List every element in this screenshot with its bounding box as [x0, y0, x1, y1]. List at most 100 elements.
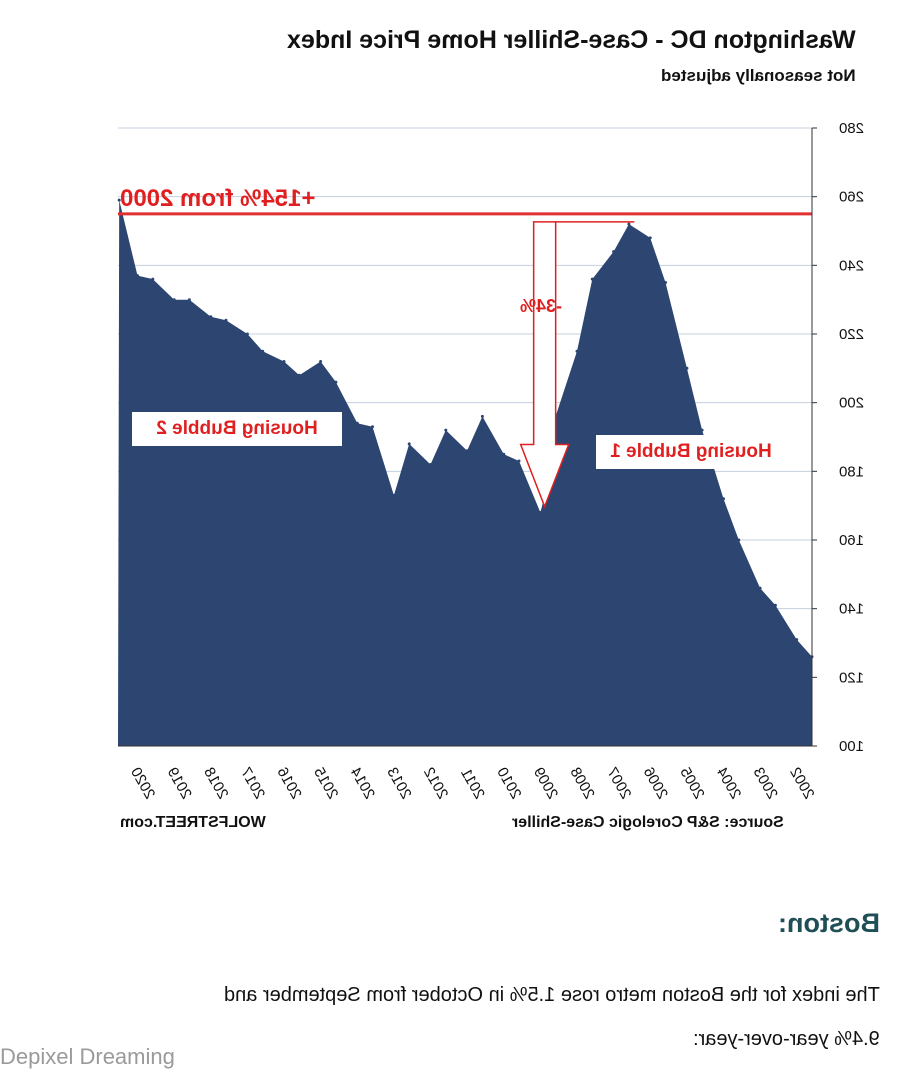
- data-point: [685, 366, 689, 370]
- data-point: [590, 277, 594, 281]
- x-tick-label-group: 2014: [347, 765, 378, 800]
- y-tick-label: 160: [839, 532, 864, 549]
- x-tick-label-group: 2002: [786, 765, 817, 800]
- data-point: [627, 222, 631, 226]
- x-tick-label-group: 2016: [273, 765, 304, 800]
- paragraph-line-2: 9.4% year-over-year:: [693, 1028, 880, 1050]
- x-tick-label-group: 2003: [750, 765, 781, 800]
- x-tick-label: 2015: [310, 765, 341, 800]
- x-tick-label-group: 2006: [640, 765, 671, 800]
- credit-text: WOLFSTREET.com: [120, 814, 266, 831]
- x-tick-label-group: 2020: [127, 765, 158, 800]
- drop-arrow-shape: [519, 221, 570, 509]
- data-point: [187, 298, 191, 302]
- x-tick-label: 2018: [200, 765, 231, 800]
- y-tick-label: 180: [839, 463, 864, 480]
- data-point: [480, 414, 484, 418]
- data-point: [117, 198, 121, 202]
- data-point: [758, 586, 762, 590]
- x-tick-label: 2007: [603, 765, 634, 800]
- x-tick-label: 2005: [676, 765, 707, 800]
- data-point: [444, 428, 448, 432]
- data-point: [700, 428, 704, 432]
- x-tick-label-group: 2005: [676, 765, 707, 800]
- data-point: [245, 332, 249, 336]
- x-tick-label: 2011: [457, 766, 488, 800]
- bubble1-label: Housing Bubble 1: [596, 435, 786, 469]
- data-point: [722, 497, 725, 501]
- data-point: [355, 421, 359, 425]
- x-tick-label-group: 2015: [310, 765, 341, 800]
- price-area: [118, 200, 812, 747]
- x-tick-label: 2016: [273, 765, 304, 800]
- data-point: [392, 493, 396, 497]
- watermark: Depixel Dreaming: [0, 1044, 175, 1069]
- y-tick-label: 220: [839, 326, 864, 343]
- y-tick-label: 200: [839, 395, 864, 412]
- drop-arrow: [519, 221, 635, 509]
- data-point: [261, 349, 265, 353]
- data-point: [465, 449, 469, 453]
- data-point: [538, 511, 542, 514]
- x-tick-label-group: 2008: [566, 765, 597, 800]
- y-tick-label: 260: [839, 189, 864, 206]
- data-point: [297, 373, 301, 377]
- x-tick-label: 2002: [786, 765, 817, 800]
- data-point: [136, 274, 139, 278]
- y-axis-ticks: 100 120 140 160 180 200 220 240 260 280: [118, 120, 864, 755]
- y-tick-label: 120: [839, 669, 864, 686]
- x-tick-label: 2003: [750, 765, 781, 800]
- x-axis-ticks: 2020 2019 2018 2017 2016 2015 2014 2013 2012 2011…: [127, 765, 818, 800]
- x-tick-label-group: 2019: [164, 765, 195, 800]
- x-tick-label: 2013: [383, 765, 414, 800]
- bubble2-label: Housing Bubble 2: [132, 412, 342, 446]
- x-tick-label-group: 2010: [493, 765, 524, 800]
- data-point: [172, 298, 176, 302]
- data-point: [282, 360, 286, 363]
- y-tick-label: 240: [839, 257, 864, 274]
- y-tick-label: 100: [839, 738, 864, 755]
- x-tick-label-group: 2009: [530, 765, 561, 800]
- data-point: [407, 442, 411, 446]
- data-point: [151, 277, 155, 281]
- x-tick-label: 2008: [566, 765, 597, 800]
- x-tick-label: 2009: [530, 765, 561, 800]
- data-point: [517, 459, 521, 463]
- paragraph-line-1: The index for the Boston metro rose 1.5%…: [224, 984, 880, 1006]
- data-point: [575, 349, 579, 353]
- x-tick-label-group: 2018: [200, 765, 231, 800]
- x-tick-label: 2004: [713, 765, 744, 800]
- x-tick-label-group: 2017: [237, 765, 268, 800]
- data-point: [502, 452, 506, 456]
- y-tick-label: 140: [839, 601, 864, 618]
- drop-annotation: -34%: [520, 296, 563, 316]
- data-point: [612, 250, 616, 254]
- data-point: [429, 463, 432, 466]
- data-point: [319, 360, 323, 363]
- x-tick-label-group: 2013: [383, 765, 414, 800]
- x-tick-label: 2006: [640, 765, 671, 800]
- x-tick-label: 2017: [237, 765, 268, 800]
- data-point: [737, 538, 741, 542]
- data-point: [795, 638, 799, 642]
- y-tick-label: 280: [839, 120, 864, 137]
- data-point: [664, 281, 667, 284]
- data-point: [334, 380, 338, 384]
- x-tick-label: 2020: [127, 765, 158, 800]
- x-tick-label-group: 2007: [603, 765, 634, 800]
- data-point: [648, 236, 652, 240]
- section-heading: Boston:: [778, 908, 880, 938]
- data-point: [224, 318, 228, 322]
- peak-annotation: +154% from 2000: [120, 185, 316, 212]
- area-layer: [117, 198, 814, 747]
- source-text: Source: S&P Corelogic Case-Shiller: [512, 814, 784, 831]
- x-tick-label: 2010: [493, 765, 524, 800]
- x-tick-label-group: 2011: [457, 766, 488, 800]
- data-point: [209, 315, 213, 319]
- data-point: [773, 603, 777, 607]
- data-point: [371, 425, 374, 429]
- x-tick-label: 2019: [164, 765, 195, 800]
- x-tick-label: 2014: [347, 765, 378, 800]
- x-tick-label: 2012: [420, 765, 451, 800]
